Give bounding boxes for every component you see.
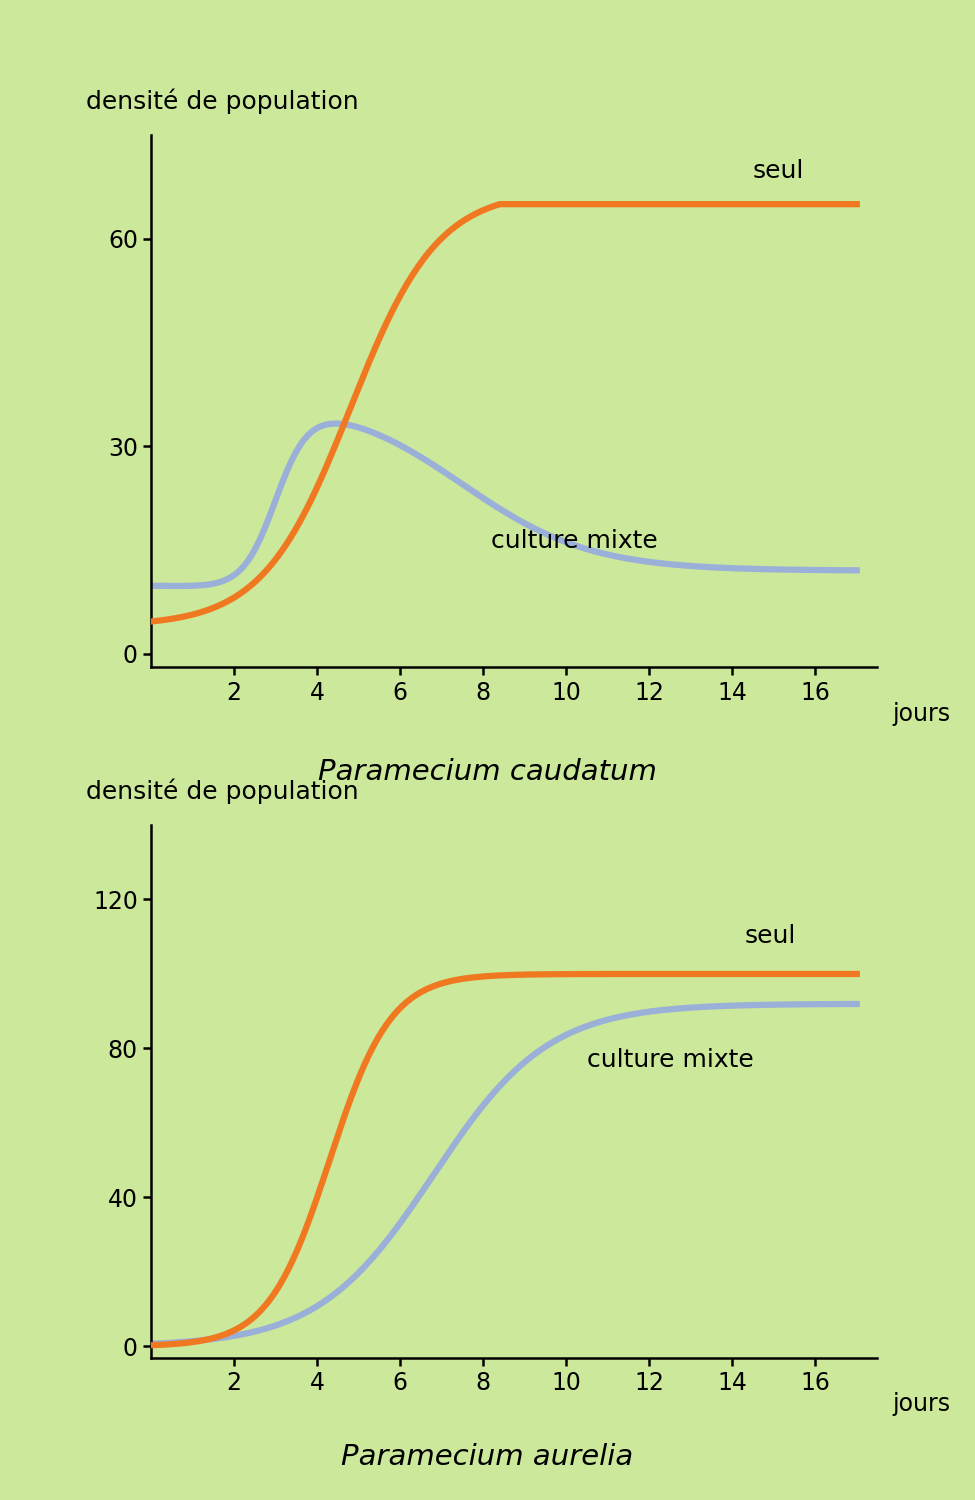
Text: Paramecium aurelia: Paramecium aurelia [341, 1443, 634, 1472]
Text: seul: seul [745, 924, 796, 948]
Text: Paramecium caudatum: Paramecium caudatum [318, 758, 657, 786]
Text: jours: jours [892, 1392, 951, 1416]
Text: densité de population: densité de population [86, 778, 359, 804]
Text: jours: jours [892, 702, 951, 726]
Text: culture mixte: culture mixte [491, 530, 658, 554]
Text: seul: seul [753, 159, 804, 183]
Text: densité de population: densité de population [86, 88, 359, 114]
Text: culture mixte: culture mixte [587, 1048, 754, 1072]
